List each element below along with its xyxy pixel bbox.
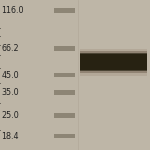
Text: 25.0: 25.0 [2, 111, 19, 120]
Bar [80, 51, 147, 73]
Text: 45.0: 45.0 [2, 70, 19, 80]
Text: 18.4: 18.4 [2, 132, 19, 141]
Bar [54, 90, 75, 95]
Text: 116.0: 116.0 [2, 6, 24, 15]
Bar [78, 0, 150, 150]
Bar [80, 53, 147, 71]
Bar [54, 134, 75, 138]
Text: 35.0: 35.0 [2, 88, 19, 97]
Bar [54, 73, 75, 77]
Bar [54, 46, 75, 51]
Bar [54, 113, 75, 118]
Bar [80, 49, 147, 76]
Text: 66.2: 66.2 [2, 44, 19, 53]
Bar [80, 54, 147, 70]
Bar [54, 8, 75, 13]
